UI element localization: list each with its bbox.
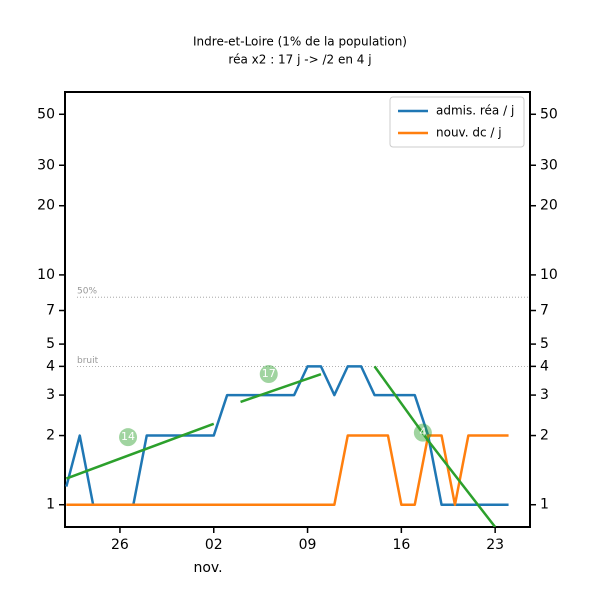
chart-title: Indre-et-Loire (1% de la population) — [193, 35, 407, 49]
trend-line — [240, 372, 322, 404]
y-tick-label: 30 — [37, 157, 55, 173]
legend-box — [389, 96, 525, 148]
y-tick-label-right: 30 — [540, 157, 558, 173]
trend-badge — [119, 428, 138, 447]
x-tick-label: 23 — [486, 537, 504, 553]
y-tick-label: 10 — [37, 267, 55, 283]
y-tick-label: 20 — [37, 198, 55, 214]
trend-badge — [413, 423, 432, 442]
y-tick-label-right: 2 — [540, 428, 549, 444]
x-tick-label: 09 — [299, 537, 317, 553]
y-tick-label-right: 1 — [540, 497, 549, 513]
y-tick-label-right: 10 — [540, 267, 558, 283]
y-tick-label-right: 20 — [540, 198, 558, 214]
legend-label: nouv. dc / j — [436, 126, 502, 140]
y-tick-label: 5 — [46, 336, 55, 352]
y-tick-label: 3 — [46, 387, 55, 403]
y-tick-label: 2 — [46, 428, 55, 444]
x-tick-label: 26 — [111, 537, 129, 553]
trend-label: 17 — [262, 367, 276, 380]
y-tick-label-right: 7 — [540, 303, 549, 319]
series-line — [65, 434, 95, 505]
trend-line — [373, 365, 497, 527]
trend-label: 4 — [419, 426, 426, 439]
y-tick-label-right: 4 — [540, 358, 549, 374]
x-tick-label: 02 — [205, 537, 223, 553]
reference-label: 50% — [77, 287, 97, 297]
y-tick-label: 50 — [37, 106, 55, 122]
y-tick-label-right: 5 — [540, 336, 549, 352]
y-tick-label: 1 — [46, 497, 55, 513]
y-tick-label-right: 3 — [540, 387, 549, 403]
reference-label: bruit — [77, 356, 99, 366]
x-tick-label: 16 — [392, 537, 410, 553]
plot-area — [65, 365, 509, 527]
trend-label: 14 — [121, 430, 135, 443]
y-tick-label: 7 — [46, 303, 55, 319]
legend-label: admis. réa / j — [436, 104, 514, 118]
series-line — [132, 365, 509, 506]
y-tick-label: 4 — [46, 358, 55, 374]
trend-badge — [259, 365, 278, 384]
chart-subtitle: réa x2 : 17 j -> /2 en 4 j — [228, 53, 371, 67]
x-axis-label: nov. — [193, 560, 222, 576]
trend-line — [65, 422, 215, 480]
plot-frame — [64, 91, 531, 528]
series-line — [66, 434, 509, 506]
y-tick-label-right: 50 — [540, 106, 558, 122]
